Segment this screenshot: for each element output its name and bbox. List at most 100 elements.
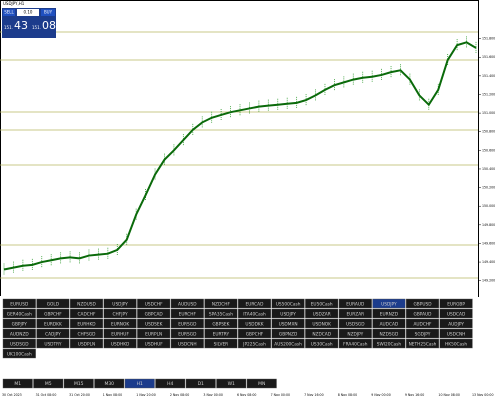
symbol-button[interactable] <box>137 328 171 339</box>
symbol-button[interactable] <box>137 308 171 319</box>
symbol-label: JP225Cash <box>242 342 266 348</box>
symbol-button[interactable] <box>2 328 36 339</box>
timeframe-button[interactable] <box>2 378 33 389</box>
symbol-button[interactable] <box>406 318 440 329</box>
symbol-button[interactable] <box>204 308 238 319</box>
symbol-button[interactable] <box>338 318 372 329</box>
symbol-button[interactable] <box>271 318 305 329</box>
symbol-button[interactable] <box>204 318 238 329</box>
symbol-button[interactable] <box>69 298 103 309</box>
sell-button[interactable] <box>3 9 15 16</box>
symbol-button[interactable] <box>137 338 171 349</box>
symbol-button[interactable] <box>406 328 440 339</box>
symbol-button[interactable] <box>305 308 339 319</box>
lot-input[interactable] <box>17 9 39 16</box>
symbol-button[interactable] <box>237 328 271 339</box>
buy-label: BUY <box>44 10 53 15</box>
symbol-button[interactable] <box>338 338 372 349</box>
symbol-label: GBPCAD <box>145 312 164 318</box>
symbol-label: GBPCHF <box>44 312 62 318</box>
symbol-button[interactable] <box>338 328 372 339</box>
symbol-button[interactable] <box>2 308 36 319</box>
symbol-button[interactable] <box>439 308 473 319</box>
symbol-button[interactable] <box>372 308 406 319</box>
symbol-label: GER40Cash <box>7 312 32 318</box>
symbol-button[interactable] <box>170 308 204 319</box>
symbol-button[interactable] <box>170 318 204 329</box>
symbol-button[interactable] <box>2 318 36 329</box>
timeframe-button[interactable] <box>185 378 216 389</box>
symbol-button[interactable] <box>305 338 339 349</box>
symbol-button[interactable] <box>338 298 372 309</box>
timeframe-button[interactable] <box>155 378 186 389</box>
x-tick-label: 7 Nov 00:00 <box>271 393 290 397</box>
symbol-button[interactable] <box>237 338 271 349</box>
buy-button[interactable] <box>41 9 55 16</box>
symbol-button[interactable] <box>271 298 305 309</box>
symbol-button[interactable] <box>439 318 473 329</box>
symbol-button[interactable] <box>439 328 473 339</box>
symbol-button[interactable] <box>406 338 440 349</box>
y-tick-label: 149.400 <box>482 260 495 264</box>
symbol-button[interactable] <box>406 308 440 319</box>
symbol-button[interactable] <box>69 328 103 339</box>
symbol-button[interactable] <box>36 308 70 319</box>
symbol-button[interactable] <box>2 348 36 359</box>
symbol-button[interactable] <box>204 298 238 309</box>
symbol-button[interactable] <box>170 328 204 339</box>
symbol-button[interactable] <box>69 308 103 319</box>
symbol-button[interactable] <box>305 328 339 339</box>
symbol-label: EURCAD <box>246 302 265 308</box>
timeframe-button[interactable] <box>246 378 277 389</box>
timeframe-button[interactable] <box>33 378 64 389</box>
symbol-button[interactable] <box>69 338 103 349</box>
symbol-button[interactable] <box>103 318 137 329</box>
symbol-button[interactable] <box>237 318 271 329</box>
symbol-button[interactable] <box>237 308 271 319</box>
symbol-button[interactable] <box>338 308 372 319</box>
x-tick-label: 13 Nov 00:00 <box>472 393 494 397</box>
symbol-button[interactable] <box>372 298 406 309</box>
symbol-button[interactable] <box>170 338 204 349</box>
symbol-button[interactable] <box>36 298 70 309</box>
timeframe-button[interactable] <box>216 378 247 389</box>
symbol-button[interactable] <box>103 308 137 319</box>
symbol-button[interactable] <box>36 318 70 329</box>
symbol-button[interactable] <box>103 298 137 309</box>
symbol-button[interactable] <box>439 338 473 349</box>
timeframe-button[interactable] <box>94 378 125 389</box>
timeframe-button[interactable] <box>124 378 155 389</box>
symbol-button[interactable] <box>69 318 103 329</box>
symbol-button[interactable] <box>406 298 440 309</box>
symbol-button[interactable] <box>372 318 406 329</box>
symbol-button[interactable] <box>237 298 271 309</box>
timeframe-button[interactable] <box>63 378 94 389</box>
symbol-button[interactable] <box>137 318 171 329</box>
symbol-button[interactable] <box>305 318 339 329</box>
symbol-label: USDNOK <box>312 322 331 328</box>
symbol-button[interactable] <box>372 328 406 339</box>
symbol-button[interactable] <box>36 338 70 349</box>
symbol-button[interactable] <box>103 338 137 349</box>
symbol-button[interactable] <box>439 298 473 309</box>
symbol-button[interactable] <box>305 298 339 309</box>
symbol-button[interactable] <box>271 308 305 319</box>
symbol-button[interactable] <box>204 328 238 339</box>
symbol-button[interactable] <box>204 338 238 349</box>
symbol-button[interactable] <box>36 328 70 339</box>
symbol-button[interactable] <box>170 298 204 309</box>
symbol-label: AUS200Cash <box>274 342 302 348</box>
symbol-button[interactable] <box>137 298 171 309</box>
symbol-label: EURHUF <box>111 332 129 338</box>
symbol-button[interactable] <box>2 298 36 309</box>
symbol-button[interactable] <box>2 338 36 349</box>
symbol-button[interactable] <box>271 328 305 339</box>
symbol-button[interactable] <box>372 338 406 349</box>
symbol-label: CADJPY <box>45 332 61 338</box>
symbol-label: NZDSGD <box>379 332 399 338</box>
y-tick-label: 150.400 <box>482 167 495 171</box>
symbol-button[interactable] <box>271 338 305 349</box>
symbol-label: US30Cash <box>311 342 333 348</box>
symbol-button[interactable] <box>103 328 137 339</box>
